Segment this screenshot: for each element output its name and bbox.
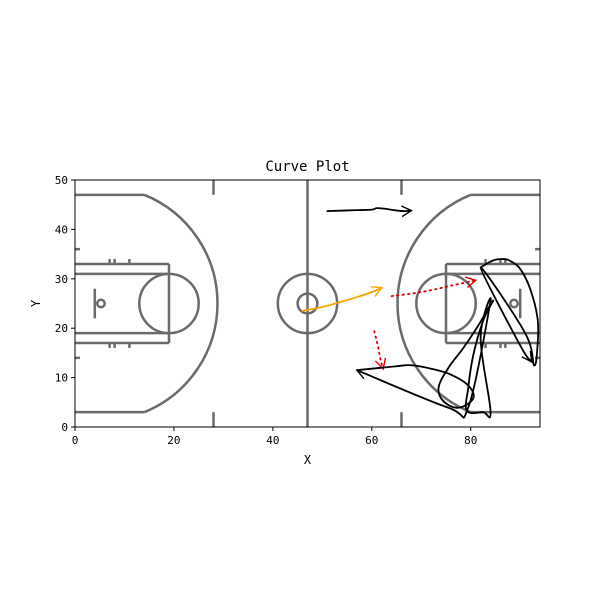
- series-pass-right: [390, 279, 477, 297]
- series-baseline-cut-arrowhead: [521, 350, 533, 363]
- y-tick-label-4: 40: [55, 223, 68, 236]
- series-loop-cut-arrowhead: [355, 368, 368, 380]
- center-inner-circle: [296, 292, 319, 315]
- series-curved-pass-arrowhead: [370, 286, 384, 297]
- series-dribble-path: [326, 207, 413, 213]
- y-axis-label: Y: [29, 299, 43, 307]
- x-tick-label-3: 60: [365, 434, 378, 447]
- x-tick-label-0: 0: [72, 434, 79, 447]
- left-hoop: [96, 298, 106, 309]
- right-hoop: [509, 298, 519, 309]
- right-three-point-arc: [396, 193, 472, 414]
- chart-title: Curve Plot: [265, 159, 349, 175]
- series-dribble-path-arrowhead: [401, 205, 413, 218]
- left-three-point-arc: [143, 193, 219, 414]
- axes: 0 20 40 60 80 0 10 20 30 40 50: [55, 174, 541, 447]
- series-pass-short-arrowhead: [374, 357, 387, 371]
- x-tick-label-4: 80: [464, 434, 477, 447]
- series-pass-short: [373, 330, 385, 370]
- plot-series: [301, 205, 540, 419]
- court-lines: [75, 180, 540, 427]
- series-baseline-cut: [479, 258, 540, 367]
- x-tick-label-2: 40: [266, 434, 279, 447]
- y-tick-label-0: 0: [61, 421, 68, 434]
- series-loop-cut: [356, 297, 495, 419]
- right-free-throw-circle: [415, 272, 477, 335]
- x-axis-label: X: [304, 453, 312, 467]
- y-tick-label-2: 20: [55, 322, 68, 335]
- y-tick-label-1: 10: [55, 372, 68, 385]
- y-tick-label-5: 50: [55, 174, 68, 187]
- series-curved-pass: [301, 286, 383, 312]
- x-tick-label-1: 20: [167, 434, 180, 447]
- left-free-throw-circle: [138, 272, 200, 335]
- y-tick-label-3: 30: [55, 273, 68, 286]
- series-pass-right-arrowhead: [464, 276, 478, 289]
- plot-frame: [74, 179, 541, 428]
